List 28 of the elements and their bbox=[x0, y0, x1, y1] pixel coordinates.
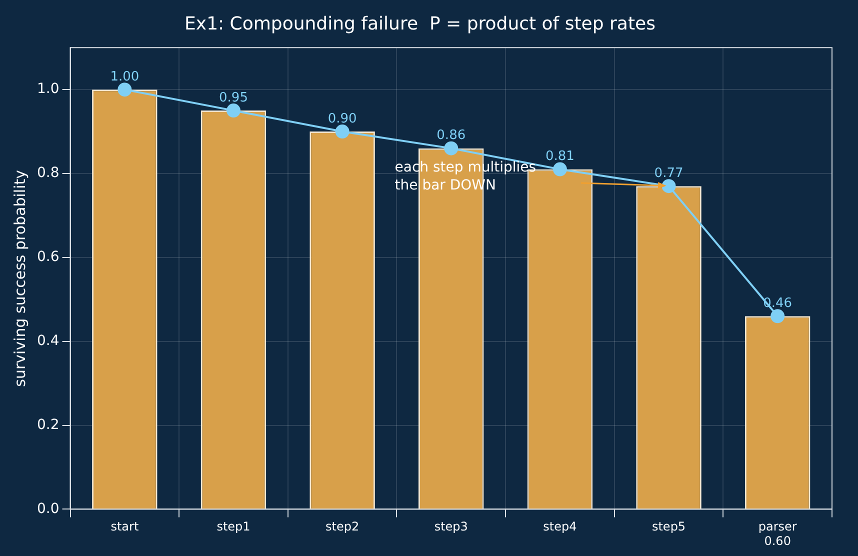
x-tick-label: parser 0.60 bbox=[758, 520, 797, 548]
data-label: 0.81 bbox=[545, 149, 574, 164]
point bbox=[335, 124, 350, 139]
y-tick-label: 0.0 bbox=[37, 500, 60, 517]
x-tick-label: step3 bbox=[434, 520, 468, 534]
x-tick-label: step5 bbox=[652, 520, 686, 534]
point bbox=[118, 82, 132, 97]
x-tick-label: step2 bbox=[326, 520, 360, 534]
y-tick-label: 1.0 bbox=[37, 81, 60, 98]
point bbox=[444, 141, 458, 156]
x-tick-label: start bbox=[110, 520, 139, 534]
data-label: 0.90 bbox=[328, 111, 357, 126]
y-axis-title: surviving success probability bbox=[10, 170, 29, 387]
data-label: 0.95 bbox=[219, 90, 248, 106]
x-tick-label: step4 bbox=[543, 520, 577, 534]
x-tick-label: step1 bbox=[216, 520, 250, 534]
point bbox=[226, 104, 240, 118]
data-label: 0.77 bbox=[654, 166, 684, 181]
point bbox=[552, 162, 567, 176]
data-label: 0.86 bbox=[436, 128, 466, 144]
chart-title: Ex1: Compounding failure P = product of step rates bbox=[184, 13, 656, 34]
y-tick-label: 0.6 bbox=[37, 249, 60, 266]
y-tick-label: 0.8 bbox=[37, 165, 60, 182]
point bbox=[770, 309, 785, 324]
point bbox=[662, 179, 676, 194]
y-tick-label: 0.2 bbox=[37, 416, 60, 433]
data-label: 1.00 bbox=[110, 69, 140, 84]
y-tick-label: 0.4 bbox=[37, 332, 60, 349]
